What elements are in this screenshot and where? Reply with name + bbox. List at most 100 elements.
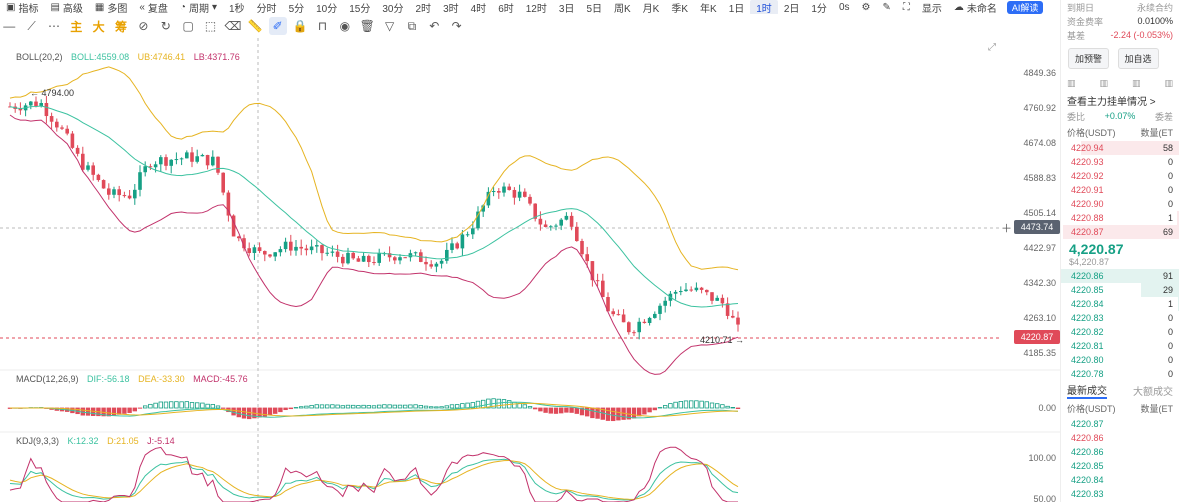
period-9[interactable]: 6时 — [492, 0, 520, 14]
pen-icon[interactable]: ✐ — [269, 17, 287, 35]
period-1[interactable]: 分时 — [251, 0, 283, 14]
cube-icon[interactable]: ▢ — [179, 17, 197, 35]
compare-icon[interactable]: ⊘ — [134, 17, 152, 35]
undo-icon[interactable]: ↶ — [425, 17, 443, 35]
period-14[interactable]: 月K — [637, 0, 666, 14]
period-17[interactable]: 1日 — [723, 0, 751, 14]
candle-body — [268, 254, 272, 256]
candlestick-chart[interactable] — [0, 38, 1060, 502]
add-icon[interactable]: ＋ — [1001, 220, 1012, 236]
advanced-button[interactable]: ▤高级 — [44, 0, 88, 14]
tab-latest-trades[interactable]: 最新成交 — [1067, 382, 1107, 399]
period-16[interactable]: 年K — [694, 0, 723, 14]
macd-bar — [481, 400, 485, 408]
magnet-icon[interactable]: ⊓ — [313, 17, 331, 35]
depth-more-icon[interactable]: ▥ — [1164, 78, 1173, 89]
add-alert-button[interactable]: 加预警 — [1068, 48, 1109, 69]
depth-link[interactable]: 查看主力挂单情况 > — [1061, 91, 1179, 109]
macd-bar — [143, 406, 147, 408]
settings-icon[interactable]: ⚙ — [856, 2, 877, 13]
depth-ask-icon[interactable]: ▥ — [1132, 78, 1141, 89]
candle-body — [180, 158, 184, 159]
expand-icon[interactable]: ⤢ — [988, 42, 996, 53]
replay-button[interactable]: «复盘 — [133, 0, 174, 14]
fullscreen-icon[interactable]: ⛶ — [897, 2, 916, 13]
seconds-label[interactable]: 0s — [833, 2, 856, 13]
candle-body — [440, 261, 444, 264]
period-5[interactable]: 30分 — [376, 0, 409, 14]
period-6[interactable]: 2时 — [410, 0, 438, 14]
macd-label: MACD(12,26,9) DIF:-56.18 DEA:-33.30 MACD… — [16, 374, 254, 384]
depth-both-icon[interactable]: ▥ — [1067, 78, 1076, 89]
period-10[interactable]: 12时 — [520, 0, 553, 14]
period-0[interactable]: 1秒 — [223, 0, 251, 14]
display-button[interactable]: 显示 — [916, 0, 948, 14]
period-12[interactable]: 5日 — [580, 0, 608, 14]
macd-bar — [695, 401, 699, 408]
add-watchlist-button[interactable]: 加自选 — [1118, 48, 1159, 69]
ray-tool-icon[interactable]: ⟋ — [22, 17, 40, 35]
main-button[interactable]: 主 — [67, 17, 85, 35]
candle-body — [689, 290, 693, 291]
macd-bar — [195, 403, 199, 408]
ask-qty: 1 — [1168, 213, 1173, 223]
period-3[interactable]: 10分 — [310, 0, 343, 14]
period-4[interactable]: 15分 — [343, 0, 376, 14]
ai-button[interactable]: AI解读 — [1007, 1, 1044, 14]
period-11[interactable]: 3日 — [553, 0, 581, 14]
eraser-icon[interactable]: ⌫ — [224, 17, 242, 35]
visibility-icon[interactable]: ◉ — [336, 17, 354, 35]
candle-body — [393, 257, 397, 260]
refresh-icon[interactable]: ↻ — [157, 17, 175, 35]
price-tick: 4674.08 — [1004, 138, 1060, 148]
select-icon[interactable]: ⬚ — [201, 17, 219, 35]
multi-chart-button[interactable]: ▦多图 — [89, 0, 133, 14]
period-button[interactable]: ◔周期▾ — [174, 0, 223, 14]
chevron-down-icon: ▾ — [212, 2, 217, 13]
period-18[interactable]: 1时 — [750, 0, 778, 14]
period-13[interactable]: 周K — [608, 0, 637, 14]
delete-icon[interactable]: 🗑 — [358, 17, 376, 35]
copy-icon[interactable]: ⧉ — [403, 17, 421, 35]
candle-body — [601, 281, 605, 297]
period-15[interactable]: 季K — [665, 0, 694, 14]
period-20[interactable]: 1分 — [805, 0, 833, 14]
ruler-icon[interactable]: 📏 — [246, 17, 264, 35]
macd-bar — [383, 405, 387, 408]
tab-large-trades[interactable]: 大额成交 — [1133, 383, 1173, 398]
chart-area[interactable]: BOLL(20,2) BOLL:4559.08 UB:4746.41 LB:43… — [0, 38, 1060, 502]
period-7[interactable]: 3时 — [437, 0, 465, 14]
layout-button[interactable]: ☁未命名 — [948, 0, 1003, 14]
boll-name: BOLL(20,2) — [16, 52, 63, 62]
more-tools-icon[interactable]: ⋯ — [45, 17, 63, 35]
lock-icon[interactable]: 🔒 — [291, 17, 309, 35]
indicator-button[interactable]: ▣指标 — [0, 0, 44, 14]
redo-icon[interactable]: ↷ — [448, 17, 466, 35]
macd-bar — [575, 408, 579, 413]
filter-icon[interactable]: ▽ — [380, 17, 398, 35]
line-tool-icon[interactable]: ― — [0, 17, 18, 35]
period-19[interactable]: 2日 — [778, 0, 806, 14]
big-button[interactable]: 大 — [90, 17, 108, 35]
chip-button[interactable]: 筹 — [112, 17, 130, 35]
period-8[interactable]: 4时 — [465, 0, 493, 14]
candle-body — [492, 191, 496, 192]
edit-icon[interactable]: ✎ — [876, 2, 896, 13]
depth-bid-icon[interactable]: ▥ — [1099, 78, 1108, 89]
period-2[interactable]: 5分 — [283, 0, 311, 14]
